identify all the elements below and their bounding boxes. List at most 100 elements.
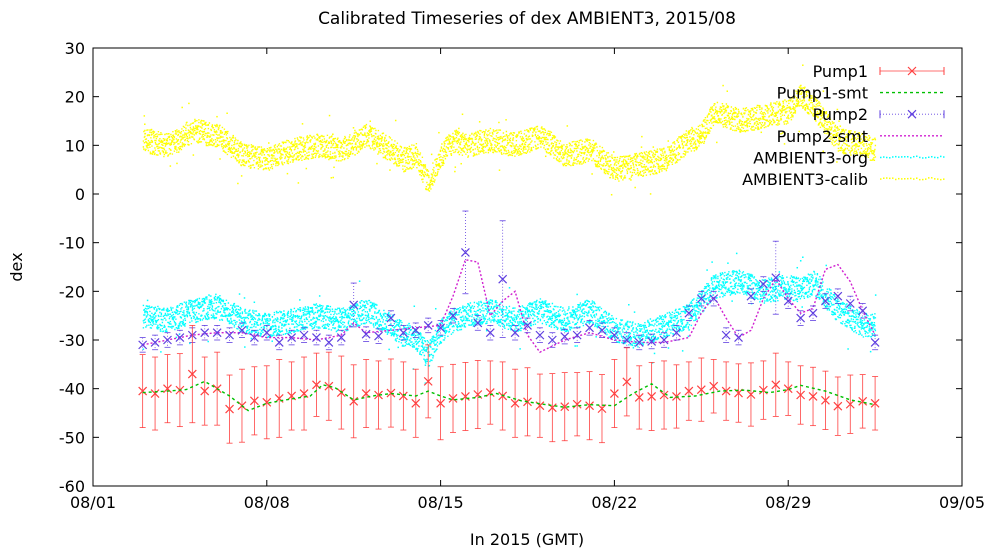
- data-point: [436, 398, 446, 408]
- data-point: [424, 364, 427, 366]
- data-point-cloud: [142, 269, 877, 367]
- legend-swatch-dot: [940, 178, 942, 181]
- data-point: [175, 336, 178, 339]
- data-point: [505, 119, 507, 121]
- y-tick-label: -50: [59, 428, 85, 447]
- data-point: [324, 338, 334, 347]
- data-point: [178, 333, 181, 336]
- legend-label: AMBIENT3-calib: [742, 170, 868, 189]
- legend-swatch-dot: [886, 177, 888, 179]
- data-point: [138, 340, 148, 350]
- data-point: [376, 162, 378, 165]
- data-point: [253, 301, 256, 304]
- data-point: [560, 332, 570, 342]
- data-point: [163, 384, 172, 394]
- data-point: [535, 330, 545, 340]
- data-point: [250, 337, 253, 340]
- data-point: [654, 319, 657, 321]
- data-point: [216, 145, 218, 148]
- data-point: [318, 295, 321, 297]
- data-point: [240, 175, 243, 177]
- data-point: [819, 297, 821, 300]
- legend-swatch-dot: [892, 156, 894, 158]
- data-point: [299, 330, 309, 340]
- y-tick-label: -20: [59, 282, 85, 301]
- data-point: [706, 269, 708, 271]
- data-point: [641, 135, 643, 138]
- legend-label: Pump1: [813, 62, 868, 81]
- data-point: [271, 340, 273, 342]
- data-point: [510, 398, 520, 408]
- legend-swatch-dot: [931, 155, 933, 158]
- series-pump1-smt: [142, 380, 876, 412]
- data-point: [423, 320, 433, 330]
- data-point: [143, 115, 146, 117]
- data-point: [667, 347, 670, 349]
- data-point: [460, 162, 462, 165]
- data-point: [262, 328, 272, 338]
- data-point: [150, 338, 160, 347]
- data-point: [634, 393, 644, 402]
- data-point: [411, 325, 421, 335]
- data-point: [833, 401, 843, 411]
- legend-swatch-dot: [898, 156, 900, 158]
- data-point: [232, 134, 235, 137]
- data-point: [833, 291, 843, 301]
- data-point: [597, 325, 607, 335]
- y-tick-label: -10: [59, 234, 85, 253]
- legend-swatch-dot: [889, 157, 891, 159]
- data-point: [263, 315, 265, 318]
- legend-swatch-dot: [919, 178, 921, 181]
- data-point: [312, 333, 321, 342]
- data-point: [652, 146, 655, 148]
- legend-swatch-dot: [883, 156, 885, 158]
- data-point: [448, 393, 458, 403]
- legend-swatch-dot: [925, 157, 927, 159]
- data-point: [553, 320, 556, 322]
- data-point: [870, 338, 880, 347]
- data-point: [660, 154, 663, 157]
- data-point: [647, 168, 649, 171]
- data-point: [510, 328, 520, 338]
- data-point: [349, 300, 359, 310]
- data-point: [778, 271, 781, 273]
- data-point: [333, 317, 336, 320]
- legend-label: Pump2-smt: [777, 127, 868, 146]
- series-pump1: [138, 324, 880, 444]
- data-point: [216, 115, 218, 118]
- legend-swatch-dot: [907, 177, 909, 180]
- data-point: [783, 296, 793, 306]
- data-point: [305, 167, 308, 170]
- data-point: [226, 112, 228, 115]
- data-point: [461, 113, 464, 116]
- data-point: [212, 328, 222, 338]
- data-point: [760, 131, 763, 134]
- data-point: [237, 182, 239, 185]
- legend-entry: Pump2: [813, 105, 945, 124]
- data-point: [722, 84, 724, 87]
- data-point: [845, 299, 855, 308]
- data-point: [727, 262, 729, 264]
- legend-marker: [907, 66, 917, 76]
- data-point: [386, 388, 396, 398]
- data-point: [798, 130, 800, 133]
- data-point: [207, 340, 209, 343]
- x-tick-label: 09/05: [939, 493, 985, 512]
- data-point: [672, 328, 681, 338]
- data-point: [301, 123, 304, 125]
- data-point: [622, 335, 632, 345]
- data-point: [659, 390, 669, 400]
- data-point: [634, 338, 644, 347]
- data-point: [780, 281, 783, 283]
- data-point: [758, 279, 768, 289]
- data-point: [613, 151, 615, 153]
- data-point: [659, 335, 669, 345]
- legend-swatch-dot: [904, 178, 906, 180]
- legend-swatch-dot: [901, 178, 903, 180]
- data-point: [796, 313, 806, 323]
- data-point: [669, 154, 671, 156]
- data-point: [796, 266, 799, 269]
- data-point: [238, 293, 241, 295]
